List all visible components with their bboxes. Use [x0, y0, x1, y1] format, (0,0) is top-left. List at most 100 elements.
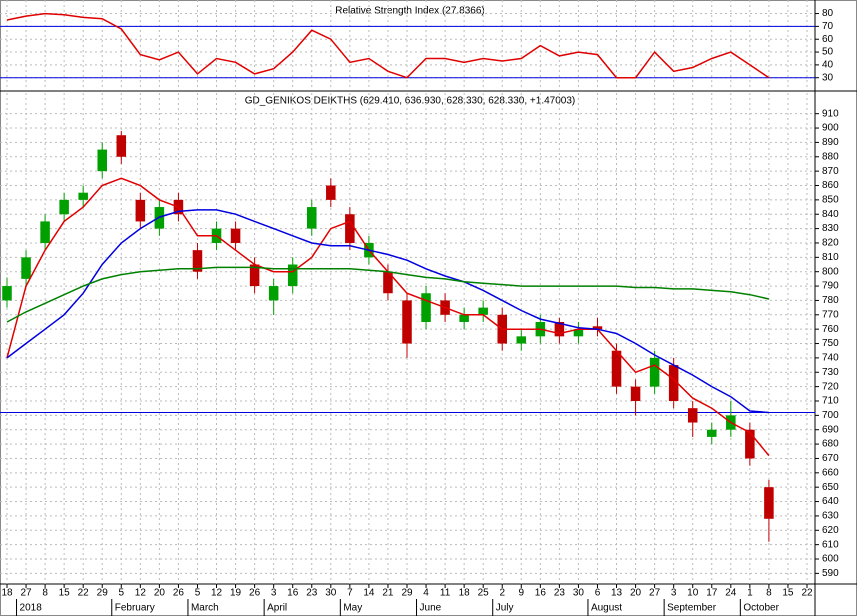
- candle-body: [611, 350, 622, 387]
- candle-body: [116, 135, 127, 157]
- x-tick-label: 27: [20, 588, 32, 599]
- candle-body: [573, 329, 584, 337]
- candle-body: [687, 408, 698, 423]
- y-tick-label: 880: [822, 151, 839, 162]
- candle-body: [402, 300, 412, 344]
- y-tick-label: 620: [822, 525, 839, 536]
- y-tick-label: 770: [822, 309, 839, 320]
- y-tick-label: 760: [822, 324, 839, 335]
- x-tick-label: 16: [287, 588, 299, 599]
- x-tick-label: 24: [725, 588, 737, 599]
- candle-body: [668, 365, 679, 401]
- candle-body: [516, 336, 527, 344]
- candle-body: [230, 228, 241, 243]
- month-label: April: [267, 603, 287, 614]
- candle-body: [97, 149, 107, 172]
- y-tick-label: 750: [822, 338, 839, 349]
- x-tick-label: 13: [611, 588, 623, 599]
- y-tick-label: 30: [822, 72, 834, 83]
- y-tick-label: 810: [822, 252, 839, 263]
- x-tick-label: 29: [401, 588, 413, 599]
- y-tick-label: 700: [822, 410, 839, 421]
- x-tick-label: 22: [78, 588, 90, 599]
- month-label: May: [343, 603, 362, 614]
- y-tick-label: 870: [822, 166, 839, 177]
- x-tick-label: 26: [249, 588, 261, 599]
- candle-body: [21, 257, 31, 279]
- y-tick-label: 900: [822, 123, 839, 134]
- month-label: June: [420, 603, 442, 614]
- x-tick-label: 5: [195, 588, 201, 599]
- x-tick-label: 30: [573, 588, 585, 599]
- candle-body: [383, 271, 393, 294]
- x-tick-label: 6: [595, 588, 601, 599]
- month-label: August: [591, 603, 622, 614]
- y-tick-label: 830: [822, 223, 839, 234]
- candle-body: [764, 487, 774, 519]
- y-tick-label: 590: [822, 568, 839, 579]
- x-tick-label: 15: [59, 588, 71, 599]
- y-tick-label: 650: [822, 482, 839, 493]
- x-tick-label: 20: [154, 588, 166, 599]
- x-tick-label: 27: [649, 588, 661, 599]
- x-tick-label: 1: [747, 588, 753, 599]
- candle-body: [2, 286, 12, 301]
- y-tick-label: 690: [822, 424, 839, 435]
- x-tick-label: 12: [211, 588, 223, 599]
- x-tick-label: 5: [119, 588, 125, 599]
- candle-body: [326, 185, 336, 200]
- candle-body: [592, 326, 603, 330]
- candle-body: [345, 214, 355, 243]
- month-label: March: [191, 603, 219, 614]
- x-tick-label: 25: [478, 588, 490, 599]
- month-label: September: [667, 603, 717, 614]
- candle-body: [745, 429, 755, 459]
- candle-body: [249, 264, 260, 287]
- x-tick-label: 23: [306, 588, 318, 599]
- x-tick-label: 17: [706, 588, 718, 599]
- month-label: October: [743, 603, 779, 614]
- y-tick-label: 610: [822, 539, 839, 550]
- y-tick-label: 730: [822, 367, 839, 378]
- x-tick-label: 26: [173, 588, 185, 599]
- y-tick-label: 720: [822, 381, 839, 392]
- candle-body: [59, 199, 69, 215]
- series-line: [6, 12, 770, 79]
- x-tick-label: 18: [1, 588, 13, 599]
- candle-body: [307, 207, 317, 229]
- y-tick-label: 800: [822, 266, 839, 277]
- y-tick-label: 740: [822, 353, 839, 364]
- y-tick-label: 630: [822, 511, 839, 522]
- y-tick-label: 80: [822, 8, 834, 19]
- month-label: July: [496, 603, 514, 614]
- candle-body: [192, 250, 203, 272]
- x-tick-label: 3: [671, 588, 677, 599]
- y-tick-label: 860: [822, 180, 839, 191]
- x-tick-label: 29: [97, 588, 109, 599]
- x-tick-label: 3: [271, 588, 277, 599]
- rsi-title: Relative Strength Index (27.8366): [335, 6, 485, 17]
- y-tick-label: 640: [822, 496, 839, 507]
- y-tick-label: 710: [822, 396, 839, 407]
- month-label: February: [115, 603, 155, 614]
- candle-body: [268, 286, 279, 301]
- candle-body: [554, 321, 565, 337]
- y-tick-label: 780: [822, 295, 839, 306]
- candle-body: [630, 386, 641, 401]
- y-tick-label: 660: [822, 467, 839, 478]
- series-line: [6, 209, 769, 414]
- price-title: GD_GENIKOS DEIKTHS (629.410, 636.930, 62…: [245, 96, 576, 107]
- candle-body: [478, 307, 488, 315]
- x-tick-label: 11: [440, 588, 451, 599]
- candle-body: [649, 357, 660, 387]
- x-tick-label: 4: [423, 588, 429, 599]
- x-tick-label: 14: [363, 588, 375, 599]
- y-tick-label: 790: [822, 281, 839, 292]
- y-tick-label: 600: [822, 554, 839, 565]
- y-tick-label: 910: [822, 108, 839, 119]
- x-tick-label: 21: [382, 588, 394, 599]
- x-tick-label: 8: [766, 588, 772, 599]
- y-tick-label: 40: [822, 60, 834, 71]
- x-tick-label: 20: [630, 588, 642, 599]
